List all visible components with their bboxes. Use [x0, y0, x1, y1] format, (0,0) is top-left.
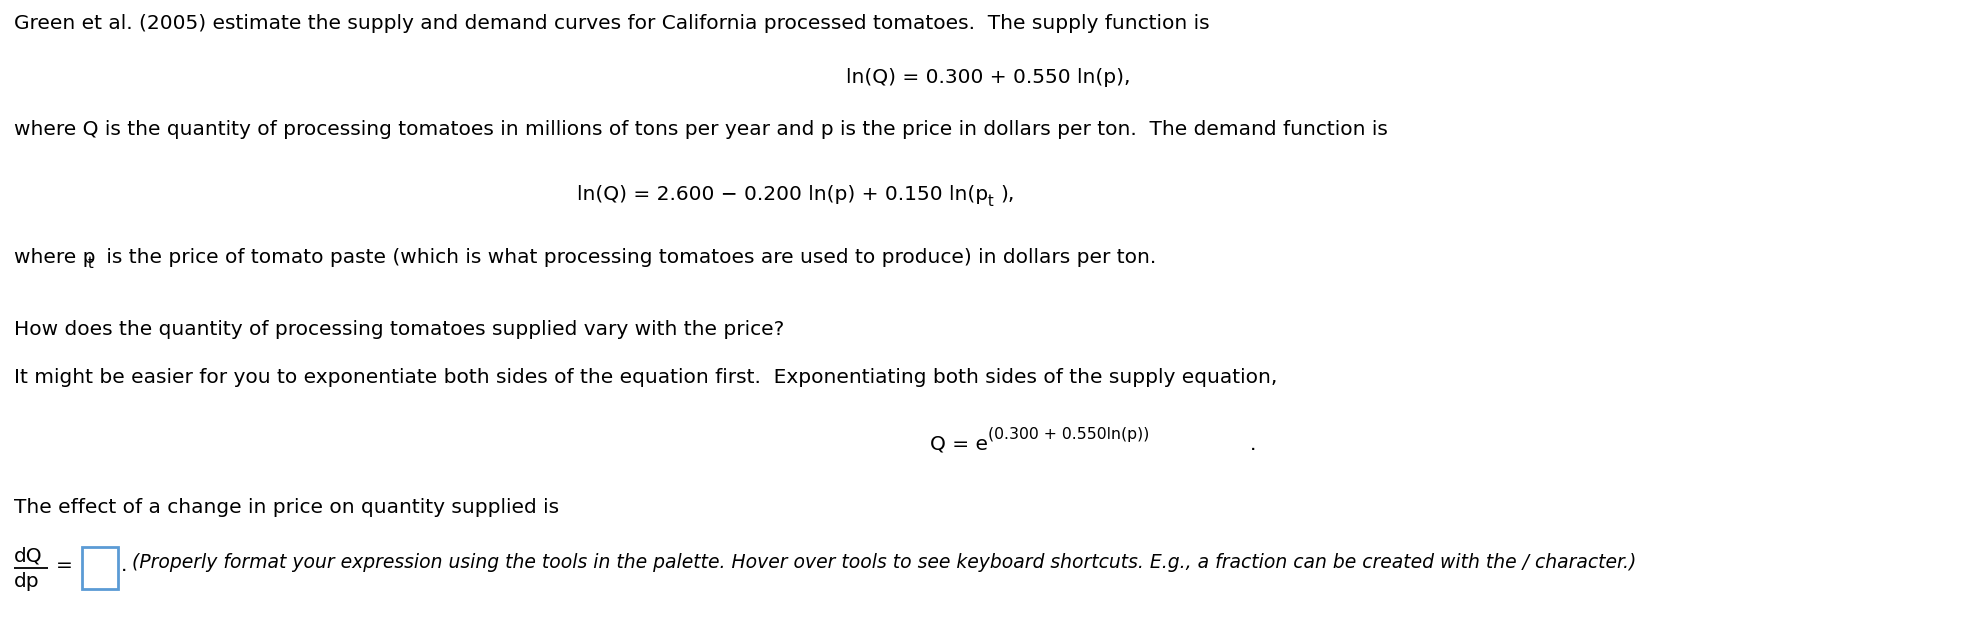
Text: t: t	[89, 256, 93, 271]
Text: dQ: dQ	[14, 546, 43, 565]
Text: where p: where p	[14, 248, 95, 267]
Text: is the price of tomato paste (which is what processing tomatoes are used to prod: is the price of tomato paste (which is w…	[101, 248, 1156, 267]
Text: (0.300 + 0.550ln(p)): (0.300 + 0.550ln(p))	[988, 427, 1150, 442]
Text: ),: ),	[1000, 185, 1014, 204]
Text: ln(Q) = 0.300 + 0.550 ln(p),: ln(Q) = 0.300 + 0.550 ln(p),	[846, 68, 1130, 87]
Text: How does the quantity of processing tomatoes supplied vary with the price?: How does the quantity of processing toma…	[14, 320, 784, 339]
Text: .: .	[1251, 435, 1257, 454]
Text: It might be easier for you to exponentiate both sides of the equation first.  Ex: It might be easier for you to exponentia…	[14, 368, 1276, 387]
Text: ln(Q) = 2.600 − 0.200 ln(p) + 0.150 ln(p: ln(Q) = 2.600 − 0.200 ln(p) + 0.150 ln(p	[577, 185, 988, 204]
Text: .: .	[121, 556, 126, 575]
Text: where Q is the quantity of processing tomatoes in millions of tons per year and : where Q is the quantity of processing to…	[14, 120, 1387, 139]
Text: dp: dp	[14, 572, 40, 591]
Text: t: t	[988, 194, 994, 209]
Text: Green et al. (2005) estimate the supply and demand curves for California process: Green et al. (2005) estimate the supply …	[14, 14, 1209, 33]
Text: =: =	[55, 556, 73, 575]
Text: Q = e: Q = e	[931, 435, 988, 454]
Text: (Properly format your expression using the tools in the palette. Hover over tool: (Properly format your expression using t…	[132, 553, 1636, 572]
Text: The effect of a change in price on quantity supplied is: The effect of a change in price on quant…	[14, 498, 559, 517]
